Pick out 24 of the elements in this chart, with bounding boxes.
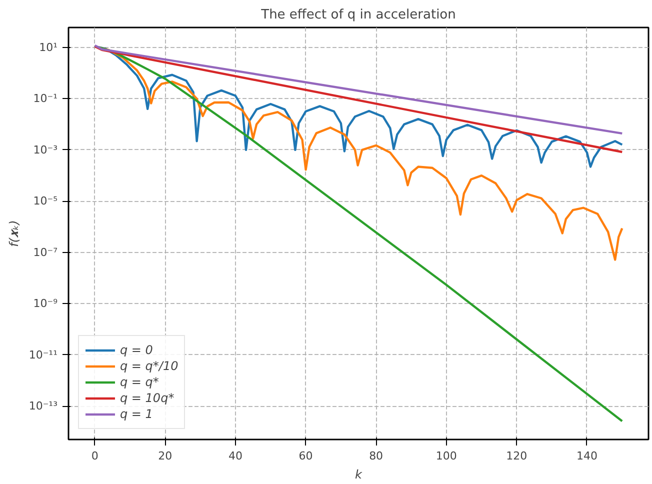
legend-label: q = 0 [120, 342, 153, 358]
y-tick-label: 10⁻⁷ [33, 246, 58, 259]
legend-label: q = 1 [120, 406, 153, 422]
y-tick-label: 10⁻¹¹ [28, 348, 58, 362]
legend-label: q = q* [120, 374, 159, 390]
x-tick-label: 40 [228, 450, 242, 462]
y-tick-label: 10⁻³ [33, 143, 58, 156]
y-tick-label: 10⁻⁵ [33, 194, 58, 208]
x-tick-label: 100 [436, 450, 457, 462]
chart-title: The effect of q in acceleration [260, 8, 456, 22]
x-tick-label: 20 [158, 450, 172, 462]
x-tick-label: 120 [506, 450, 528, 462]
x-tick-label: 140 [576, 450, 598, 462]
x-tick-label: 60 [298, 450, 313, 462]
y-axis-title: f(𝒙ₖ) [6, 220, 21, 247]
legend-label: q = 10q* [120, 390, 174, 406]
x-tick-label: 80 [369, 450, 384, 462]
y-tick-label: 10⁻⁹ [33, 297, 58, 310]
y-tick-label: 10⁻¹³ [28, 400, 58, 413]
x-tick-label: 0 [91, 450, 98, 462]
legend-label: q = q*/10 [120, 358, 178, 374]
y-tick-label: 10¹ [39, 40, 58, 54]
y-tick-label: 10⁻¹ [33, 92, 58, 106]
x-axis-title: k [355, 468, 364, 482]
